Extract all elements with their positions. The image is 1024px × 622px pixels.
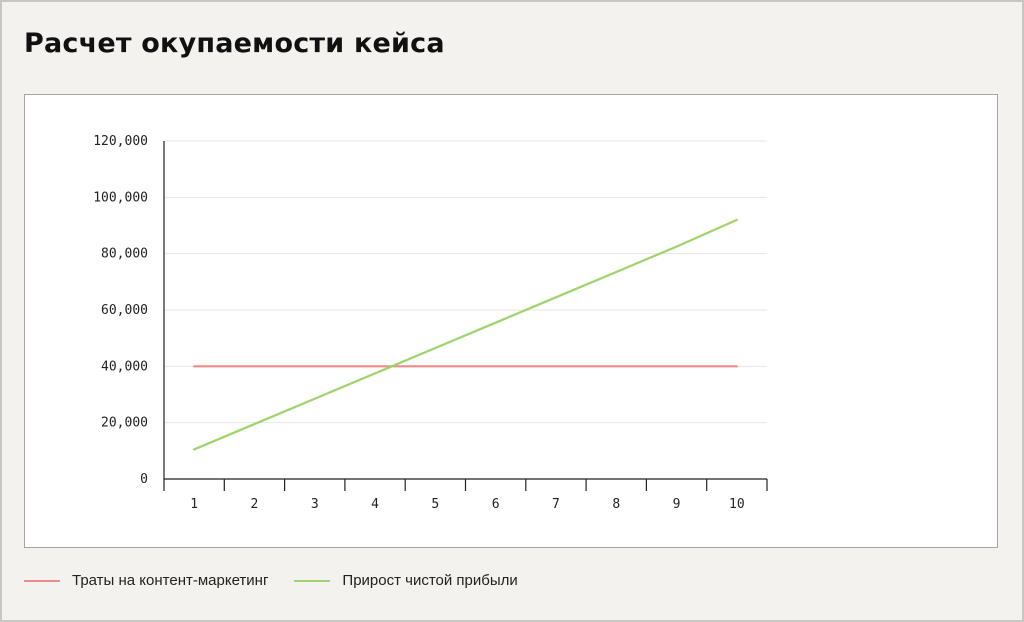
chart-panel: 0 20,000 40,000 60,000 80,000 100,000 120,000 1… bbox=[24, 94, 998, 548]
legend-label-profit: Прирост чистой прибыли bbox=[342, 572, 518, 589]
x-tick-label-6: 6 bbox=[492, 497, 500, 512]
y-tick-label-120000: 120,000 bbox=[93, 134, 148, 149]
y-tick-label-100000: 100,000 bbox=[93, 190, 148, 205]
page-title: Расчет окупаемости кейса bbox=[24, 28, 445, 59]
y-tick-label-60000: 60,000 bbox=[101, 303, 148, 318]
legend-swatch-spend bbox=[24, 579, 60, 582]
legend-item-profit: Прирост чистой прибыли bbox=[294, 572, 518, 589]
x-tick-label-2: 2 bbox=[251, 497, 259, 512]
legend-swatch-profit bbox=[294, 579, 331, 582]
y-tick-label-80000: 80,000 bbox=[101, 247, 148, 262]
y-tick-label-0: 0 bbox=[140, 472, 148, 487]
x-tick-label-4: 4 bbox=[371, 497, 379, 512]
line-chart: 0 20,000 40,000 60,000 80,000 100,000 120,000 1… bbox=[93, 134, 768, 512]
x-tick-label-1: 1 bbox=[190, 497, 198, 512]
legend-item-spend: Траты на контент-маркетинг bbox=[24, 572, 268, 589]
x-tick-label-5: 5 bbox=[431, 497, 439, 512]
x-tick-label-8: 8 bbox=[612, 497, 620, 512]
chart-legend: Траты на контент-маркетинг Прирост чисто… bbox=[24, 572, 544, 589]
y-tick-label-20000: 20,000 bbox=[101, 416, 148, 431]
y-tick-label-40000: 40,000 bbox=[101, 359, 148, 374]
series-line-1 bbox=[193, 218, 738, 451]
x-tick-label-10: 10 bbox=[729, 497, 745, 512]
x-tick-label-9: 9 bbox=[673, 497, 681, 512]
legend-label-spend: Траты на контент-маркетинг bbox=[72, 572, 269, 589]
x-tick-label-7: 7 bbox=[552, 497, 560, 512]
x-tick-label-3: 3 bbox=[311, 497, 319, 512]
